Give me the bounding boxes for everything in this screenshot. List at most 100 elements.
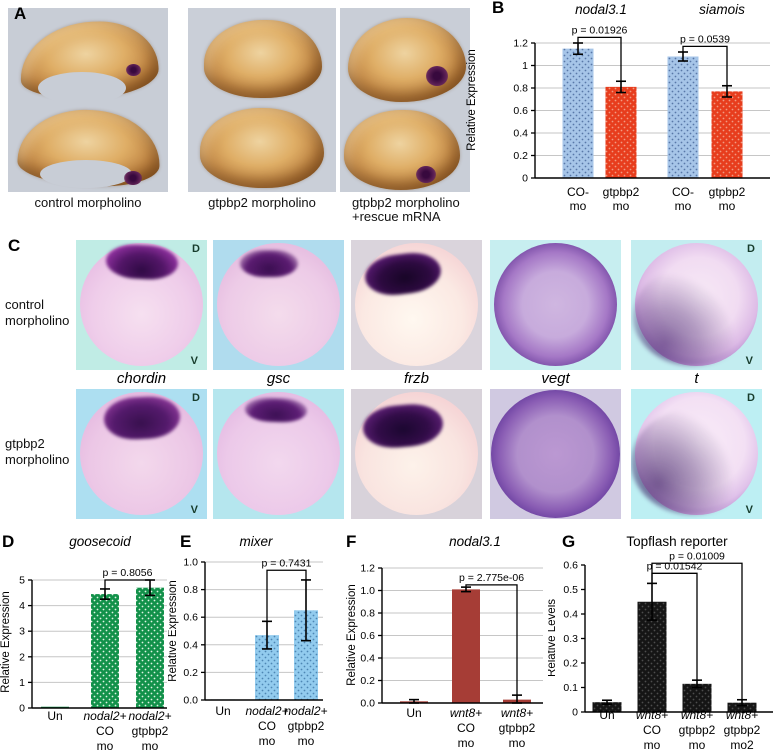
- stain-crescent: [240, 250, 298, 277]
- svg-text:Un: Un: [215, 704, 230, 718]
- svg-text:0.3: 0.3: [563, 633, 578, 645]
- svg-text:0: 0: [19, 703, 25, 715]
- embryo-image-frzb-gtpbp2: [351, 389, 482, 519]
- panel-b-letter: B: [492, 0, 505, 17]
- caption-control-morpholino: control morpholino: [34, 195, 142, 210]
- panel-d-letter: D: [2, 532, 15, 551]
- stain-ring-shade: [631, 409, 755, 515]
- svg-text:0.6: 0.6: [360, 630, 375, 642]
- stain-spot: [416, 166, 436, 183]
- svg-text:Un: Un: [47, 709, 62, 723]
- caption-gtpbp2-rescue: gtpbp2 morpholino +rescue mRNA: [352, 195, 460, 224]
- embryo-shape: [491, 390, 620, 518]
- svg-text:1.0: 1.0: [183, 557, 198, 569]
- svg-text:0.4: 0.4: [513, 128, 528, 140]
- svg-text:CO-: CO-: [672, 185, 694, 199]
- svg-text:mo: mo: [509, 736, 526, 750]
- panel-g-letter: G: [562, 532, 576, 551]
- panel-g: G 0 0.1 0.2 0.3 0.4 0.5 0.6 p = 0.01009 p = 0.01…: [548, 530, 776, 755]
- ventral-label: V: [745, 504, 753, 516]
- svg-text:p = 0.7431: p = 0.7431: [262, 557, 312, 569]
- ventral-label: V: [190, 355, 198, 367]
- svg-text:0.4: 0.4: [360, 653, 375, 665]
- svg-text:p = 0.01926: p = 0.01926: [572, 24, 628, 36]
- caption-gtpbp2-morpholino: gtpbp2 morpholino: [208, 195, 316, 210]
- svg-text:Relative Expression: Relative Expression: [168, 580, 179, 682]
- svg-text:4: 4: [19, 600, 25, 612]
- svg-text:CO: CO: [258, 719, 276, 733]
- svg-text:gtpbp2: gtpbp2: [132, 724, 169, 738]
- svg-text:mo: mo: [644, 738, 661, 752]
- photo-gtpbp2-morpholino: [188, 8, 336, 192]
- svg-text:wnt8+: wnt8+: [681, 708, 713, 722]
- svg-text:mo2: mo2: [730, 738, 754, 752]
- gene-label-frzb: frzb: [403, 370, 429, 387]
- svg-text:mo: mo: [675, 199, 692, 213]
- svg-text:wnt8+: wnt8+: [726, 708, 758, 722]
- embryo-image-chordin-control: D V: [76, 240, 207, 370]
- embryo-shape: [494, 243, 617, 366]
- svg-text:CO: CO: [96, 724, 114, 738]
- svg-text:p = 0.01542: p = 0.01542: [647, 560, 703, 572]
- svg-text:0.5: 0.5: [563, 584, 578, 596]
- svg-text:Un: Un: [406, 706, 421, 720]
- svg-text:0.4: 0.4: [183, 639, 198, 651]
- svg-text:0.6: 0.6: [513, 105, 528, 117]
- gene-label-chordin: chordin: [116, 370, 167, 387]
- embryo-shape-notch: [38, 72, 126, 104]
- chart-f: 0.0 0.2 0.4 0.6 0.8 1.0 1.2 p = 2.775e-06 Un wnt8…: [346, 534, 543, 750]
- panel-f-letter: F: [346, 532, 357, 551]
- svg-text:0.2: 0.2: [513, 150, 528, 162]
- svg-text:1: 1: [522, 60, 528, 72]
- panel-a-letter: A: [14, 4, 27, 23]
- svg-text:0.4: 0.4: [563, 609, 578, 621]
- svg-text:Un: Un: [599, 708, 614, 722]
- svg-text:mo: mo: [142, 739, 159, 753]
- dorsal-label: D: [747, 392, 755, 404]
- svg-text:0.8: 0.8: [183, 584, 198, 596]
- embryo-image-frzb-control: [351, 240, 482, 370]
- panel-f: F 0.0 0.2 0.4 0.6 0.8 1.0 1.2 p = 2.775e-06 Un wn…: [345, 530, 555, 755]
- svg-text:Relative Expression: Relative Expression: [0, 591, 12, 693]
- embryo-image-vegt-control: [490, 240, 621, 370]
- svg-text:Topflash reporter: Topflash reporter: [626, 534, 728, 549]
- svg-text:mo: mo: [613, 199, 630, 213]
- svg-text:gtpbp2: gtpbp2: [499, 721, 536, 735]
- svg-text:Relative Levels: Relative Levels: [548, 599, 558, 677]
- svg-text:nodal2+: nodal2+: [284, 704, 327, 718]
- svg-text:Relative Expression: Relative Expression: [466, 49, 478, 151]
- svg-text:p = 0.0539: p = 0.0539: [680, 33, 730, 45]
- svg-text:1: 1: [19, 677, 25, 689]
- embryo-shape: [204, 20, 322, 98]
- stain-spot: [426, 66, 448, 86]
- svg-text:Relative Expression: Relative Expression: [346, 584, 358, 686]
- svg-text:mo: mo: [458, 736, 475, 750]
- svg-text:nodal3.1: nodal3.1: [575, 2, 627, 17]
- svg-text:wnt8+: wnt8+: [636, 708, 668, 722]
- svg-text:gtpbp2: gtpbp2: [724, 723, 761, 737]
- embryo-image-chordin-gtpbp2: D V: [76, 389, 207, 519]
- svg-text:mixer: mixer: [240, 534, 274, 549]
- embryo-shape-notch: [40, 160, 132, 188]
- svg-text:0: 0: [522, 173, 528, 185]
- svg-text:p = 0.8056: p = 0.8056: [103, 567, 153, 579]
- svg-text:mo: mo: [298, 734, 315, 748]
- svg-text:1.0: 1.0: [360, 585, 375, 597]
- panel-b: B 0 0.2 0.4 0.6 0.8 1 1.2 p = 0.01926 p = 0.0539…: [455, 0, 776, 230]
- panel-c-letter: C: [8, 236, 21, 255]
- panel-e: E 0.0 0.2 0.4 0.6 0.8 1.0 p = 0.7431 Un nodal2+ C…: [168, 530, 350, 755]
- svg-text:CO-: CO-: [567, 185, 589, 199]
- svg-text:gtpbp2: gtpbp2: [288, 719, 325, 733]
- stain-ring-shade: [633, 266, 753, 366]
- svg-text:CO: CO: [457, 721, 475, 735]
- svg-text:nodal2+: nodal2+: [128, 709, 171, 723]
- stain-spot: [126, 64, 141, 76]
- ventral-label: V: [190, 504, 198, 516]
- svg-text:siamois: siamois: [699, 2, 745, 17]
- svg-text:wnt8+: wnt8+: [501, 706, 533, 720]
- svg-text:0.0: 0.0: [183, 695, 198, 707]
- svg-text:0.8: 0.8: [513, 83, 528, 95]
